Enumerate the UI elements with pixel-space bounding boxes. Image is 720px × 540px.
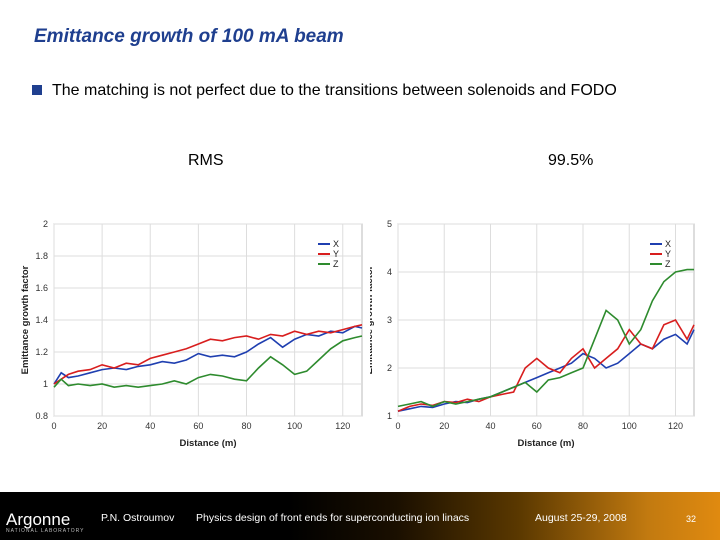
chart-99-5: 1 2 3 4 5 0 20 40 60 80 100 120 Distance (m) Emittanc… [370,219,695,449]
x-tick-label: 40 [485,421,495,431]
chart-rms: 0.811.21.41.61.820 20 40 60 80 100 120Distance… [20,219,363,449]
series-line-z [53,335,363,389]
slide-title: Emittance growth of 100 mA beam [34,26,344,47]
legend-entry: Y [333,249,339,259]
x-tick-label: 100 [287,421,302,431]
y-tick-label: 2 [387,363,392,373]
x-tick-label: 20 [439,421,449,431]
y-tick-label: 3 [387,315,392,325]
series-line-x [53,325,363,385]
footer-date: August 25-29, 2008 [535,512,627,524]
footer-author: P.N. Ostroumov [101,512,175,524]
footer-bar: Argonne NATIONAL LABORATORY P.N. Ostroum… [0,492,720,540]
legend-entry: X [333,239,339,249]
x-tick-label: 80 [578,421,588,431]
x-axis-label: Distance (m) [517,438,574,449]
x-tick-label: 100 [622,421,637,431]
y-tick-label: 1 [387,411,392,421]
y-tick-label: 2 [43,219,48,229]
y-axis-label: Emittance growth factor [370,265,375,374]
series-line-y [53,324,363,385]
y-tick-label: 1.8 [35,251,48,261]
y-tick-label: 1.6 [35,283,48,293]
percent-label: 99.5% [548,152,594,169]
page-number: 32 [686,514,697,524]
x-tick-label: 40 [145,421,155,431]
x-tick-label: 80 [241,421,251,431]
series-line-z [397,268,694,408]
x-tick-label: 0 [395,421,400,431]
y-tick-label: 0.8 [35,411,48,421]
bullet-text: The matching is not perfect due to the t… [52,82,617,99]
y-tick-label: 4 [387,267,392,277]
x-tick-label: 20 [97,421,107,431]
y-tick-label: 1 [43,379,48,389]
argonne-logo-sub: NATIONAL LABORATORY [6,528,85,534]
y-tick-label: 5 [387,219,392,229]
y-tick-label: 1.2 [35,347,48,357]
x-tick-label: 60 [193,421,203,431]
x-axis-label: Distance (m) [179,438,236,449]
x-tick-label: 120 [335,421,350,431]
legend-entry: X [665,239,671,249]
argonne-logo: Argonne [6,510,71,529]
rms-label: RMS [188,152,224,169]
legend-entry: Z [333,259,339,269]
x-tick-label: 120 [668,421,683,431]
legend-entry: Y [665,249,671,259]
footer-talk-title: Physics design of front ends for superco… [196,512,470,524]
bullet-square-icon [32,85,42,95]
legend-entry: Z [665,259,671,269]
y-axis-label: Emittance growth factor [20,265,31,374]
x-tick-label: 60 [532,421,542,431]
x-tick-label: 0 [51,421,56,431]
y-tick-label: 1.4 [35,315,48,325]
